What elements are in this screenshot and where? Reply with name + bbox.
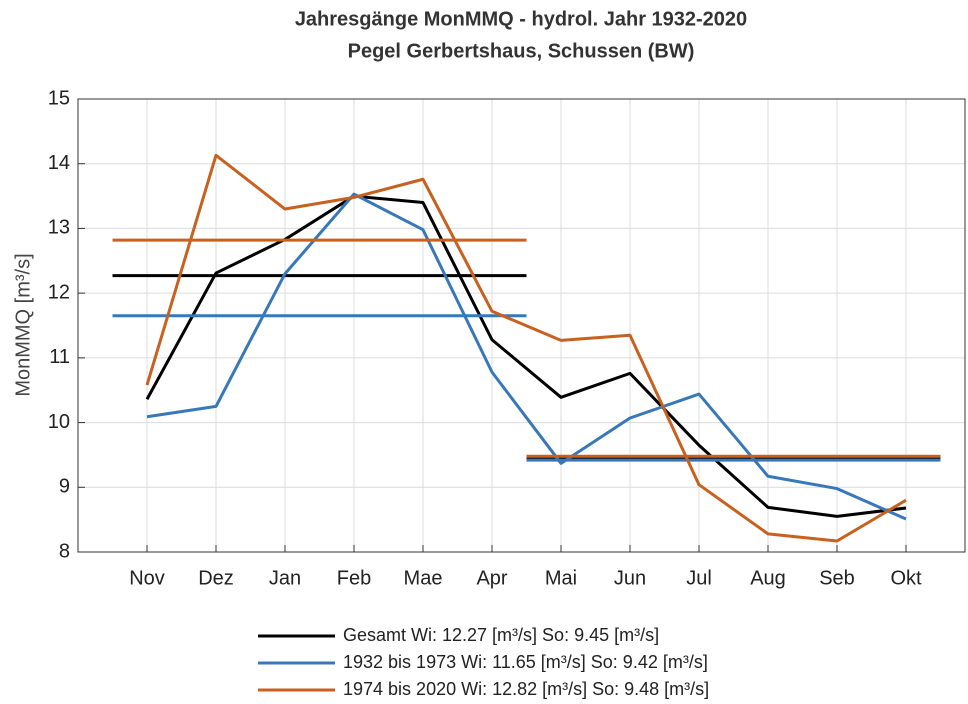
chart-subtitle: Pegel Gerbertshaus, Schussen (BW) <box>348 40 695 62</box>
plot-frame <box>77 98 966 553</box>
chart-title: Jahresgänge MonMMQ - hydrol. Jahr 1932-2… <box>295 8 747 30</box>
x-tick-label: Feb <box>337 567 371 589</box>
y-tick-label: 13 <box>48 217 70 239</box>
x-tick-label: Seb <box>819 567 855 589</box>
legend-label: 1974 bis 2020 Wi: 12.82 [m³/s] So: 9.48 … <box>343 679 709 699</box>
x-tick-label: Nov <box>129 567 165 589</box>
series-line <box>145 153 907 543</box>
series-line <box>146 192 907 521</box>
x-tick-label: Jul <box>686 567 712 589</box>
x-tick-label: Okt <box>890 567 922 589</box>
x-tick-label: Dez <box>198 567 234 589</box>
x-tick-label: Jan <box>269 567 301 589</box>
y-tick-label: 14 <box>48 152 70 174</box>
y-tick-label: 15 <box>48 87 70 109</box>
y-tick-label: 11 <box>49 346 70 368</box>
y-axis-label: MonMMQ [m³/s] <box>12 253 34 396</box>
x-tick-label: Mae <box>404 567 443 589</box>
x-tick-label: Apr <box>476 567 507 589</box>
legend-label: Gesamt Wi: 12.27 [m³/s] So: 9.45 [m³/s] <box>343 625 659 645</box>
y-tick-label: 9 <box>59 476 70 498</box>
x-tick-label: Jun <box>614 567 646 589</box>
x-tick-label: Mai <box>545 567 577 589</box>
y-tick-label: 8 <box>59 540 70 562</box>
series-line <box>145 194 907 518</box>
y-tick-label: 10 <box>48 411 70 433</box>
y-tick-label: 12 <box>48 281 70 303</box>
legend-label: 1932 bis 1973 Wi: 11.65 [m³/s] So: 9.42 … <box>343 652 708 672</box>
x-tick-label: Aug <box>750 567 786 589</box>
